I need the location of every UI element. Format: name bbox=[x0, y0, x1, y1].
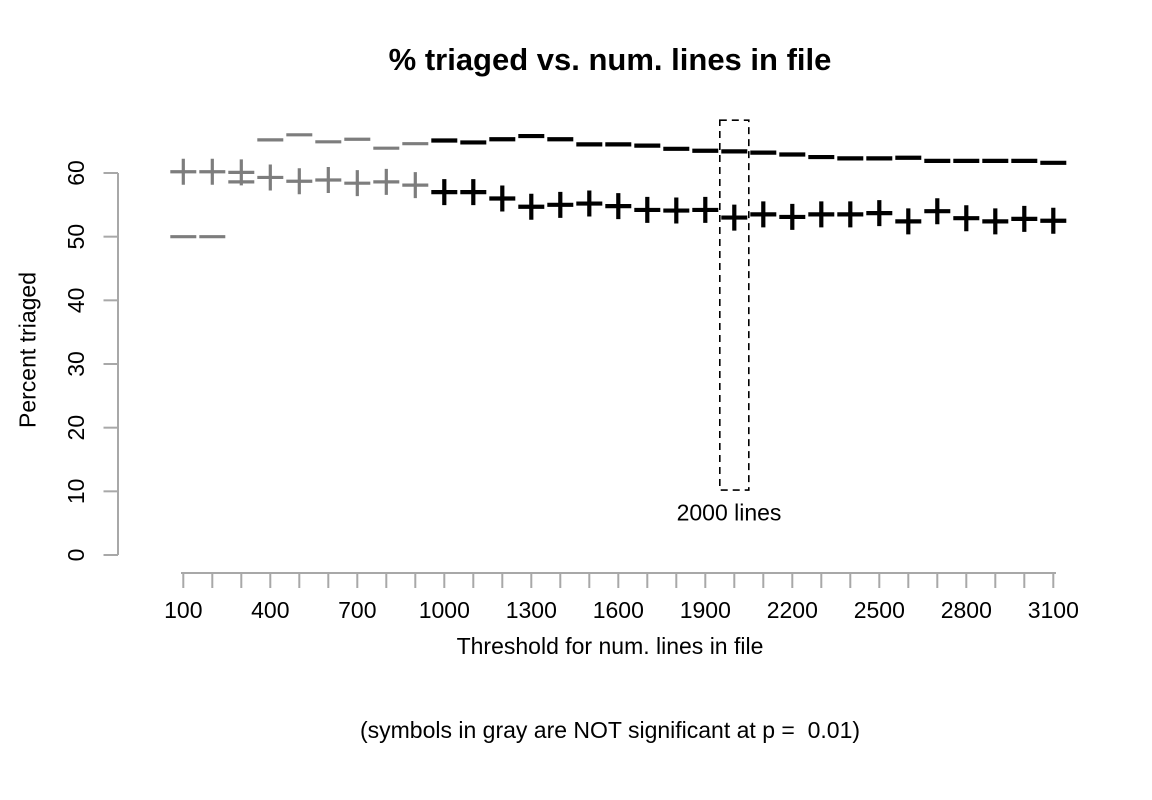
x-axis-note-line2: (symbols in gray are NOT significant at … bbox=[359, 717, 861, 743]
x-tick-label: 3100 bbox=[1028, 597, 1079, 623]
plus-point-gray bbox=[373, 168, 400, 195]
plus-point bbox=[460, 179, 487, 206]
plus-point bbox=[547, 191, 574, 218]
plus-point bbox=[663, 197, 690, 224]
annotation-label: 2000 lines bbox=[676, 499, 782, 526]
plus-point-gray bbox=[286, 168, 313, 195]
plus-point bbox=[837, 201, 864, 228]
chart-container: 0 10 20 30 40 50 60 100 400 700 1000 1300 1600 1900 22… bbox=[14, 42, 1079, 743]
chart-canvas: 0 10 20 30 40 50 60 100 400 700 1000 1300 1600 1900 22… bbox=[63, 119, 1079, 623]
plus-point-gray bbox=[257, 164, 284, 191]
plus-point bbox=[953, 205, 980, 232]
highlight-rect bbox=[718, 119, 750, 491]
y-tick-label: 20 bbox=[63, 415, 89, 441]
plus-point bbox=[634, 196, 661, 223]
x-tick-label: 2200 bbox=[767, 597, 818, 623]
plus-point bbox=[518, 193, 545, 220]
chart-title: % triaged vs. num. lines in file bbox=[388, 42, 832, 77]
x-tick-label: 2500 bbox=[854, 597, 905, 623]
plus-point bbox=[750, 201, 777, 228]
x-tick-label: 1900 bbox=[680, 597, 731, 623]
plus-point-gray bbox=[199, 158, 226, 185]
x-tick-label: 1000 bbox=[419, 597, 470, 623]
plus-point bbox=[1040, 207, 1067, 234]
plus-point bbox=[779, 203, 806, 230]
x-tick-label: 1600 bbox=[593, 597, 644, 623]
x-tick-label: 700 bbox=[338, 597, 376, 623]
plus-point bbox=[721, 204, 748, 231]
plus-point bbox=[605, 193, 632, 220]
x-tick-label: 2800 bbox=[941, 597, 992, 623]
y-tick-label: 0 bbox=[63, 549, 89, 562]
x-tick-label: 400 bbox=[251, 597, 289, 623]
plus-point-gray bbox=[228, 159, 255, 186]
y-tick-label: 10 bbox=[63, 479, 89, 505]
y-tick-label: 60 bbox=[63, 160, 89, 186]
plus-point bbox=[576, 190, 603, 217]
y-tick-label: 50 bbox=[63, 224, 89, 250]
plus-point bbox=[982, 208, 1009, 235]
plus-point bbox=[489, 185, 516, 212]
y-axis-title: Percent triaged bbox=[14, 272, 41, 428]
plus-point bbox=[808, 201, 835, 228]
plus-point bbox=[431, 179, 458, 206]
plus-point-gray bbox=[344, 170, 371, 197]
plus-point-gray bbox=[170, 158, 197, 185]
plus-point bbox=[895, 208, 922, 235]
x-tick-label: 100 bbox=[164, 597, 202, 623]
plus-point bbox=[1011, 205, 1038, 232]
plus-point bbox=[866, 200, 893, 227]
plus-point bbox=[924, 198, 951, 225]
y-tick-label: 40 bbox=[63, 288, 89, 314]
x-axis-title: Threshold for num. lines in file (symbol… bbox=[360, 576, 860, 800]
plus-point-gray bbox=[315, 167, 342, 194]
x-axis-title-line1: Threshold for num. lines in file bbox=[456, 633, 764, 659]
plus-point bbox=[692, 196, 719, 223]
x-tick-label: 1300 bbox=[506, 597, 557, 623]
plus-point-gray bbox=[402, 172, 429, 199]
y-tick-label: 30 bbox=[63, 351, 89, 377]
